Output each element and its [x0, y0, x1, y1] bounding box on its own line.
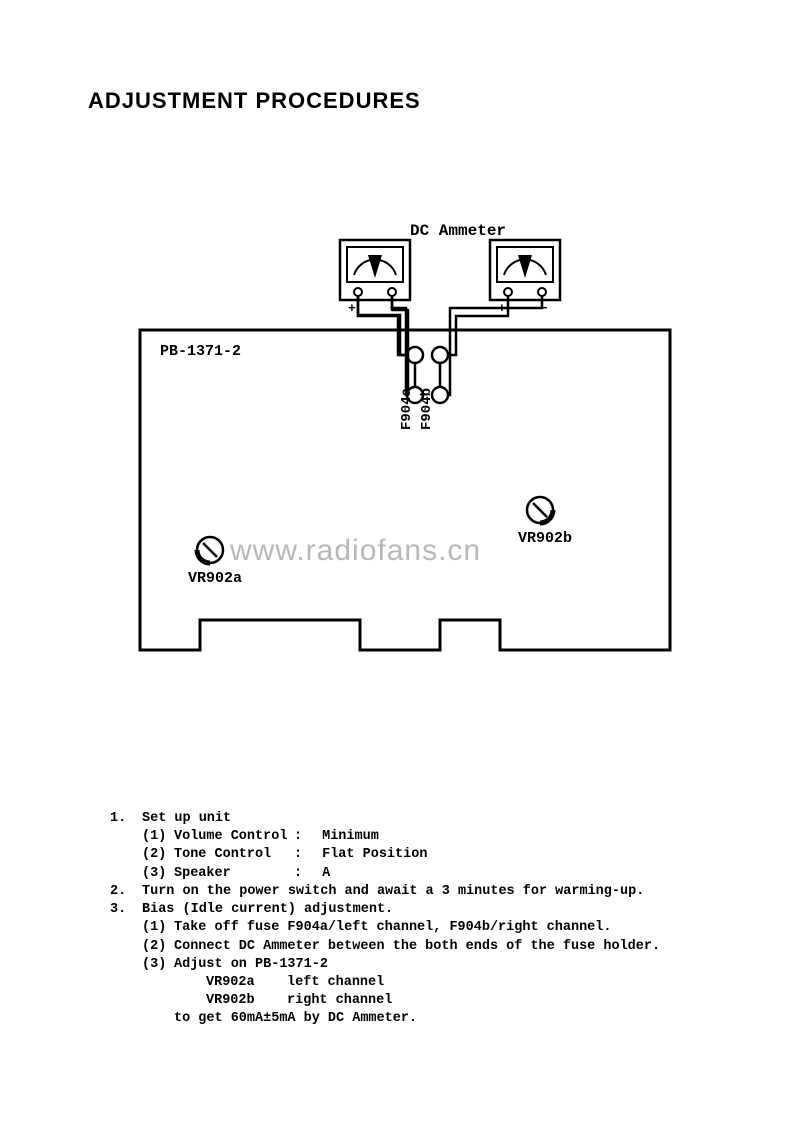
- vr902b-icon: [527, 497, 553, 523]
- page-title: ADJUSTMENT PROCEDURES: [88, 88, 421, 114]
- page: ADJUSTMENT PROCEDURES www.radiofans.cn P…: [0, 0, 800, 1132]
- instructions-list: 1. Set up unit (1) Volume Control: Minim…: [110, 810, 710, 1029]
- step-1-2-val: Flat Position: [322, 847, 427, 862]
- step-3-3: Adjust on PB-1371-2: [174, 956, 710, 974]
- step-2: Turn on the power switch and await a 3 m…: [142, 883, 710, 901]
- vr902a-icon: [197, 537, 223, 563]
- svg-text:+: +: [348, 301, 356, 316]
- step-1-3-label: Speaker: [174, 865, 294, 883]
- vr-right-label: VR902b: [518, 530, 572, 547]
- ammeter-label: DC Ammeter: [410, 222, 506, 240]
- fuse-a-label: F904a: [399, 387, 415, 430]
- adjustment-diagram: PB-1371-2 DC Ammeter + − + −: [110, 220, 690, 680]
- step-1: Set up unit: [142, 810, 710, 828]
- ammeter-left-icon: + −: [340, 240, 410, 316]
- step-3: Bias (Idle current) adjustment.: [142, 901, 710, 919]
- step-1-2-label: Tone Control: [174, 846, 294, 864]
- vr-left-label: VR902a: [188, 570, 242, 587]
- ammeter-right-icon: + −: [490, 240, 560, 316]
- step-3-3b: VR902b right channel: [110, 992, 710, 1010]
- step-1-3-val: A: [322, 866, 330, 881]
- board-label: PB-1371-2: [160, 343, 241, 360]
- step-3-2: Connect DC Ammeter between the both ends…: [174, 938, 710, 956]
- step-1-1-label: Volume Control: [174, 828, 294, 846]
- step-3-1: Take off fuse F904a/left channel, F904b/…: [174, 919, 710, 937]
- step-3-3a: VR902a left channel: [110, 974, 710, 992]
- step-number: 1.: [110, 810, 142, 828]
- step-3-end: to get 60mA±5mA by DC Ammeter.: [110, 1010, 710, 1028]
- step-1-1-val: Minimum: [322, 829, 379, 844]
- fuse-b-label: F904b: [419, 388, 435, 430]
